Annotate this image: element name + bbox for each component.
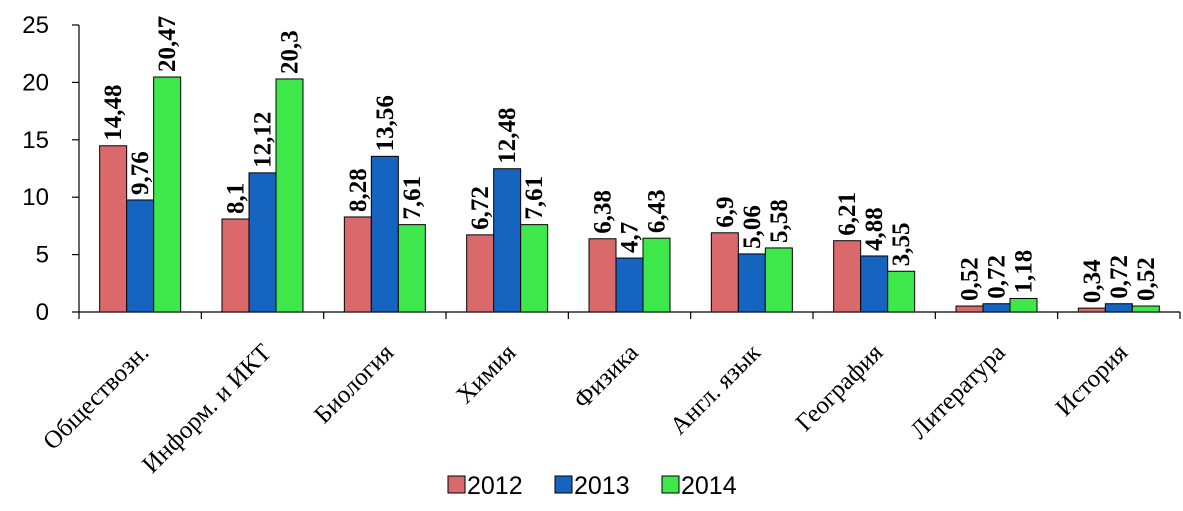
- bar: [710, 232, 739, 313]
- data-label: 20,47: [154, 16, 181, 72]
- legend-swatch: [447, 475, 466, 494]
- bar: [275, 78, 304, 313]
- y-tick-label: 25: [22, 12, 49, 39]
- data-label: 13,56: [372, 95, 399, 151]
- data-label: 8,1: [223, 183, 250, 214]
- bar: [99, 145, 128, 313]
- bar: [248, 172, 277, 313]
- data-label: 14,48: [100, 85, 127, 141]
- bar: [737, 253, 766, 313]
- data-label: 6,72: [467, 186, 494, 230]
- data-label: 6,43: [644, 189, 671, 233]
- category-label: Обществозн.: [38, 339, 154, 455]
- data-label: 5,06: [739, 205, 766, 249]
- bar: [588, 238, 617, 313]
- bar: [466, 234, 495, 313]
- bar: [887, 270, 916, 313]
- category-label: Информ. и ИКТ: [137, 339, 276, 478]
- bar: [370, 155, 399, 313]
- bar: [642, 237, 671, 313]
- bar: [493, 168, 522, 313]
- bar: [397, 224, 426, 313]
- y-tick-label: 0: [36, 299, 49, 326]
- legend-label: 2013: [574, 472, 630, 500]
- bar: [153, 76, 182, 313]
- data-label: 20,3: [277, 30, 304, 74]
- data-label: 4,7: [617, 222, 644, 253]
- data-label: 1,18: [1011, 250, 1038, 294]
- category-label: Физика: [569, 339, 644, 414]
- data-label: 4,88: [861, 207, 888, 251]
- y-tick-label: 15: [22, 127, 49, 154]
- legend-swatch: [661, 475, 680, 494]
- bar: [764, 247, 793, 313]
- bar: [1009, 297, 1038, 313]
- data-label: 0,34: [1079, 259, 1106, 303]
- data-label: 0,52: [957, 257, 984, 301]
- category-label: География: [791, 339, 889, 437]
- category-label: Биология: [309, 339, 399, 429]
- bar: [126, 199, 155, 313]
- bar: [982, 303, 1011, 313]
- legend-label: 2014: [681, 472, 737, 500]
- bar: [615, 257, 644, 313]
- y-tick-label: 20: [22, 69, 49, 96]
- category-label: Химия: [451, 339, 521, 409]
- legend-label: 2012: [467, 472, 523, 500]
- legend: 2012 2013 2014: [447, 472, 737, 500]
- data-label: 7,61: [399, 176, 426, 220]
- data-label: 0,52: [1133, 257, 1160, 301]
- bar: [860, 255, 889, 313]
- category-labels: Обществозн.Информ. и ИКТ Биология Химия Физ…: [38, 339, 1133, 479]
- data-label: 3,55: [888, 222, 915, 266]
- bar: [1131, 305, 1160, 313]
- bar: [955, 305, 984, 313]
- data-label: 6,21: [834, 192, 861, 236]
- category-label: История: [1051, 339, 1134, 422]
- bar: [520, 224, 549, 313]
- data-label: 0,72: [984, 255, 1011, 299]
- data-label: 8,28: [345, 168, 372, 212]
- legend-swatch: [554, 475, 573, 494]
- data-label: 6,38: [590, 190, 617, 234]
- data-label: 5,58: [766, 199, 793, 243]
- bar: [833, 240, 862, 313]
- data-label: 12,12: [250, 112, 277, 168]
- bar: [1104, 303, 1133, 313]
- data-label: 6,9: [712, 197, 739, 228]
- bars: [99, 76, 1160, 313]
- bar: [221, 218, 250, 313]
- data-label: 7,61: [521, 176, 548, 220]
- category-label: Литература: [905, 339, 1010, 444]
- data-label: 0,72: [1106, 255, 1133, 299]
- y-tick-label: 5: [36, 242, 49, 269]
- bar: [1077, 307, 1106, 313]
- data-label: 9,76: [127, 151, 154, 195]
- bar: [343, 216, 372, 313]
- category-label: Англ. язык: [665, 339, 767, 441]
- y-tick-label: 10: [22, 184, 49, 211]
- data-label: 12,48: [494, 107, 521, 163]
